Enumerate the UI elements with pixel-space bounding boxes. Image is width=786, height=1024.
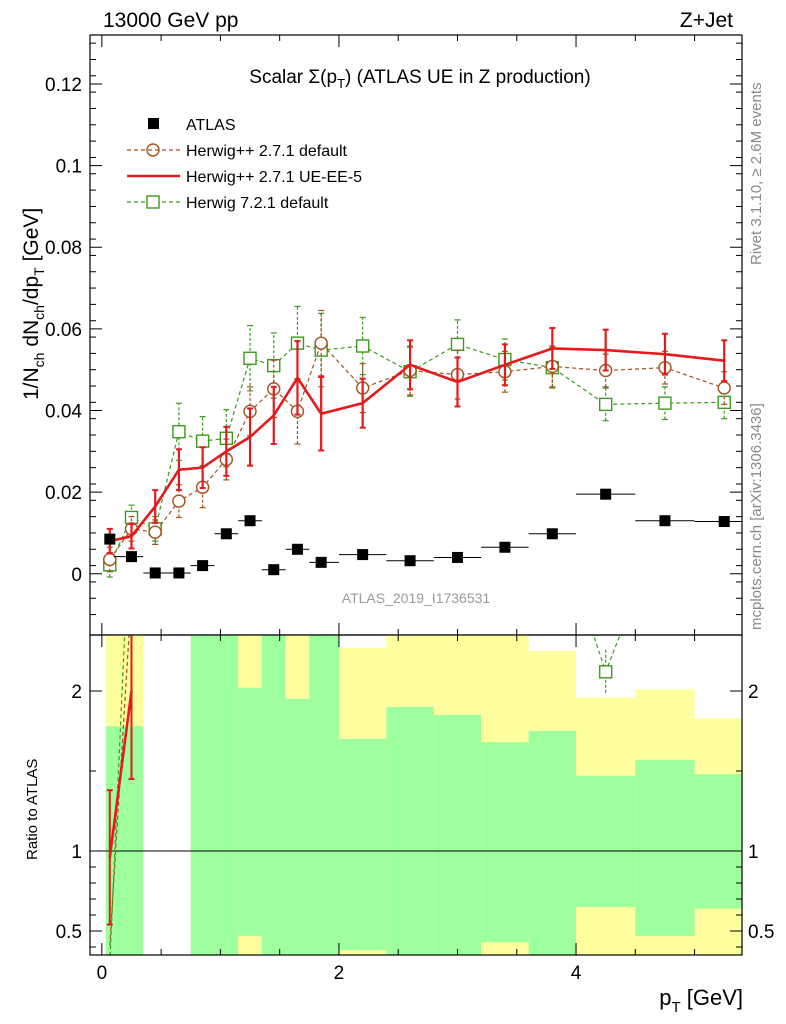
- atlas-marker: [268, 564, 280, 576]
- ratio-band-inner: [386, 707, 434, 955]
- main-panel: 0 0.02 0.04 0.06 0.08 0.1 0.12: [45, 34, 743, 636]
- side-label-rivet: Rivet 3.1.10, ≥ 2.6M events: [748, 83, 765, 266]
- herwigpp-marker: [103, 552, 117, 567]
- herwig7-marker: [195, 434, 210, 448]
- herwig7-marker: [355, 339, 370, 353]
- atlas-marker: [718, 516, 730, 528]
- ratio-band-inner: [694, 774, 742, 909]
- atlas-marker: [315, 556, 327, 568]
- ratio-band-inner: [261, 635, 286, 955]
- atlas-marker: [546, 528, 558, 540]
- y-axis-title: 1/Nch dNch/dpT [GeV]: [20, 208, 47, 400]
- y-main-tick-label: 0.08: [45, 238, 82, 259]
- y-ratio-tick-label-right: 2: [748, 682, 759, 703]
- y-ratio-tick-label: 2: [71, 682, 82, 703]
- side-label-mcplots: mcplots.cern.ch [arXiv:1306.3436]: [748, 403, 765, 630]
- atlas-marker: [659, 515, 671, 527]
- ratio-panel: 0 2 4 0.5 0.5 1 1 2 2: [56, 634, 774, 984]
- ratio-band-inner: [576, 775, 636, 907]
- y-ratio-tick-label: 0.5: [56, 922, 82, 943]
- ueee5-line: [109, 347, 725, 543]
- legend-label-ueee5: Herwig++ 2.7.1 UE-EE-5: [186, 169, 362, 186]
- y-ratio-tick-label-right: 1: [748, 842, 759, 863]
- herwigpp-marker: [172, 494, 186, 508]
- atlas-marker: [104, 533, 116, 545]
- header-left: 13000 GeV pp: [103, 9, 238, 32]
- legend-label-herwig7: Herwig 7.2.1 default: [186, 195, 329, 212]
- header-right: Z+Jet: [680, 9, 733, 32]
- ratio-band-inner: [433, 715, 482, 955]
- y-main-tick-label: 0.02: [45, 483, 82, 504]
- x-axis-title: pT [GeV]: [659, 985, 743, 1016]
- herwigpp-marker: [314, 336, 328, 350]
- herwig7-marker: [598, 397, 613, 412]
- plot-title: Scalar Σ(pT) (ATLAS UE in Z production): [249, 67, 590, 91]
- herwig7-line: [109, 342, 725, 566]
- legend-label-herwigpp: Herwig++ 2.7.1 default: [186, 143, 348, 160]
- ratio-band-inner: [285, 699, 310, 955]
- y-ratio-tick-label-right: 0.5: [748, 922, 774, 943]
- ratio-band-inner: [338, 739, 387, 951]
- ratio-axis-title: Ratio to ATLAS: [24, 759, 41, 860]
- atlas-marker: [404, 555, 416, 567]
- herwig7-marker: [124, 510, 139, 525]
- y-main-tick-label: 0.04: [45, 402, 82, 423]
- atlas-marker: [125, 551, 137, 563]
- ratio-frame: [89, 634, 743, 956]
- ratio-clip-group: [90, 635, 742, 955]
- ratio-line-herwig7: [109, 635, 621, 955]
- herwigpp-marker: [148, 525, 162, 539]
- y-ratio-tick-label: 1: [71, 842, 82, 863]
- y-main-tick-label: 0: [71, 565, 82, 586]
- atlas-marker: [197, 560, 209, 572]
- herwigpp-marker: [717, 381, 731, 395]
- x-tick-label: 0: [97, 963, 108, 984]
- atlas-marker: [173, 567, 185, 579]
- y-main-tick-label: 0.06: [45, 320, 82, 341]
- atlas-marker: [357, 549, 369, 561]
- main-clip-group: [103, 305, 742, 579]
- herwig7-marker: [243, 351, 257, 365]
- ratio-marker-herwig7: [598, 665, 613, 679]
- y-main-tick-label: 0.12: [45, 75, 82, 96]
- ratio-band-inner: [528, 731, 577, 955]
- ratio-band-inner: [190, 635, 215, 955]
- ratio-band-inner: [635, 759, 695, 936]
- ratio-line-ueee5: [108, 690, 133, 858]
- herwig7-marker: [450, 337, 465, 352]
- x-tick-label: 4: [571, 963, 582, 984]
- atlas-marker: [149, 567, 161, 579]
- atlas-marker: [220, 528, 232, 540]
- ratio-band-inner: [309, 635, 339, 955]
- y-main-tick-label: 0.1: [56, 157, 82, 178]
- analysis-id: ATLAS_2019_I1736531: [342, 590, 491, 606]
- ratio-band-inner: [238, 687, 262, 936]
- atlas-marker: [244, 515, 256, 527]
- atlas-marker: [451, 551, 463, 563]
- ratio-band-inner: [214, 635, 239, 955]
- x-tick-label: 2: [334, 963, 345, 984]
- atlas-marker: [600, 488, 612, 500]
- herwig7-marker: [172, 425, 186, 439]
- legend-label-atlas: ATLAS: [186, 117, 236, 134]
- legend-marker-herwigpp: [146, 143, 160, 157]
- atlas-marker: [499, 541, 511, 553]
- legend-marker-herwig7: [146, 195, 160, 209]
- legend: ATLAS Herwig++ 2.7.1 default Herwig++ 2.…: [127, 117, 362, 212]
- ratio-band-inner: [113, 726, 144, 955]
- legend-marker-atlas: [148, 118, 159, 129]
- ratio-band-inner: [481, 742, 529, 943]
- atlas-marker: [291, 543, 303, 555]
- herwig7-marker: [658, 396, 672, 410]
